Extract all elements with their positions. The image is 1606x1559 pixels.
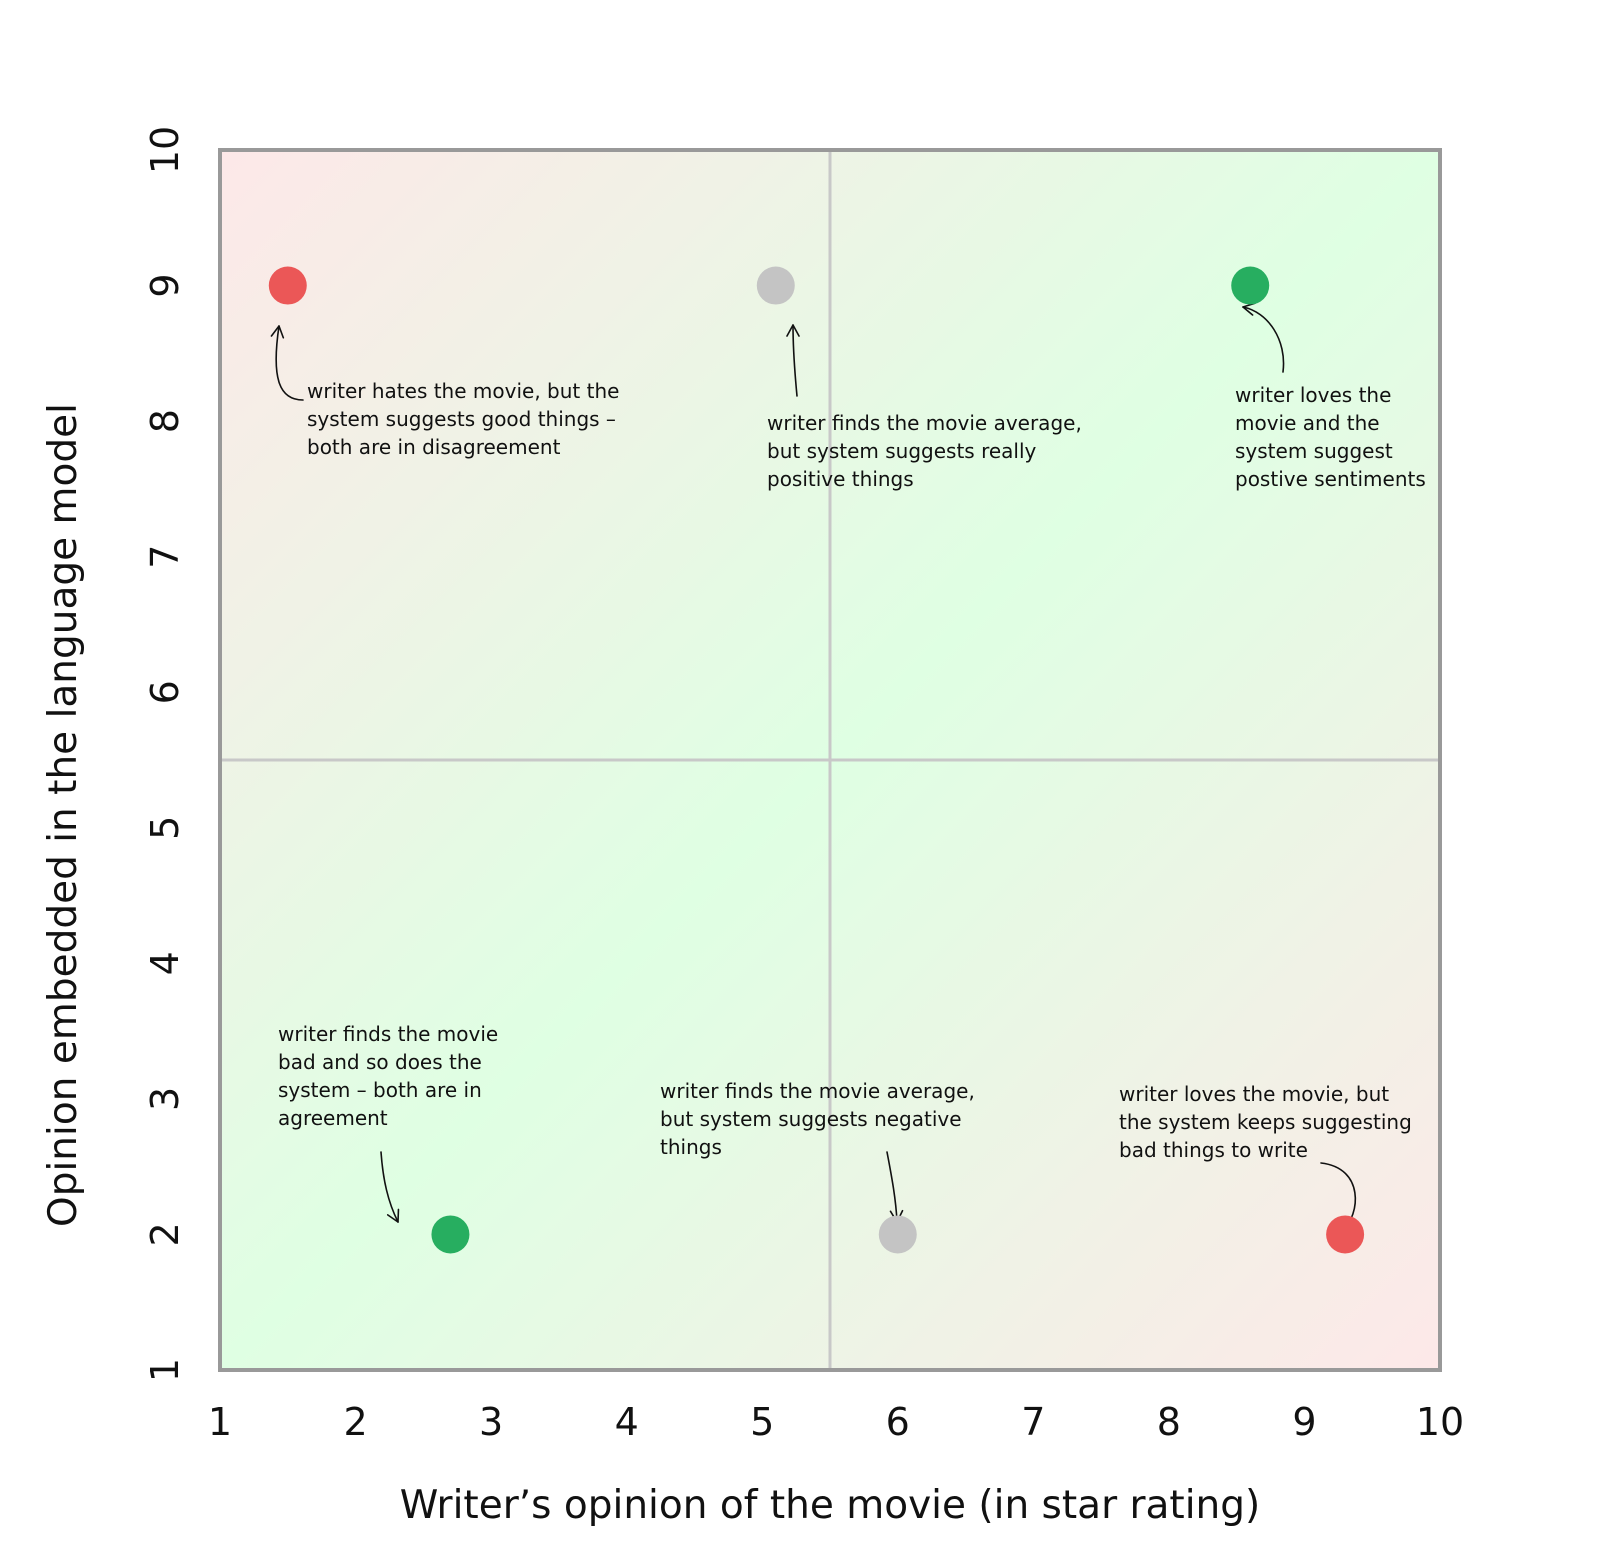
annotation-line: writer finds the movie xyxy=(278,1022,498,1046)
y-tick-label: 2 xyxy=(143,1222,187,1246)
x-tick-label: 6 xyxy=(886,1400,910,1444)
x-axis-ticks: 1 2 3 4 5 6 7 8 9 10 xyxy=(208,1400,1464,1444)
annotation-line: bad and so does the xyxy=(278,1050,482,1074)
arrow-top-left xyxy=(270,325,304,401)
data-point xyxy=(431,1215,470,1254)
annotation-note: writer hates the movie, but the system su… xyxy=(307,379,619,459)
x-tick-label: 5 xyxy=(750,1400,774,1444)
y-tick-label: 10 xyxy=(143,126,187,174)
plot-area xyxy=(218,148,1442,1372)
x-tick-label: 2 xyxy=(343,1400,367,1444)
plot-frame xyxy=(218,148,1442,1372)
annotation-line: both are in disagreement xyxy=(307,435,561,459)
data-point xyxy=(878,1215,917,1254)
annotation-line: writer finds the movie average, xyxy=(767,411,1082,435)
data-point xyxy=(1231,266,1270,305)
annotation-line: movie and the xyxy=(1235,411,1380,435)
y-tick-label: 3 xyxy=(143,1087,187,1111)
annotation-note: writer finds the movie average, but syste… xyxy=(660,1079,975,1159)
annotation-line: system – both are in xyxy=(278,1078,482,1102)
annotation-line: system suggest xyxy=(1235,439,1393,463)
annotation-line: agreement xyxy=(278,1106,388,1130)
x-axis-title: Writer’s opinion of the movie (in star r… xyxy=(400,1483,1261,1528)
arrow-bottom-left xyxy=(380,1151,400,1223)
annotation-line: bad things to write xyxy=(1119,1138,1308,1162)
y-tick-label: 1 xyxy=(143,1358,187,1382)
x-tick-label: 8 xyxy=(1157,1400,1181,1444)
data-point xyxy=(268,266,307,305)
data-point xyxy=(1326,1215,1365,1254)
y-tick-label: 4 xyxy=(143,951,187,975)
x-tick-label: 7 xyxy=(1021,1400,1045,1444)
annotation-line: writer hates the movie, but the xyxy=(307,379,619,403)
annotation-note: writer finds the movie bad and so does th… xyxy=(278,1022,498,1130)
annotation-line: the system keeps suggesting xyxy=(1119,1110,1412,1134)
annotation-line: system suggests good things – xyxy=(307,407,616,431)
annotation-line: writer loves the xyxy=(1235,383,1391,407)
annotation-line: writer finds the movie average, xyxy=(660,1079,975,1103)
arrow-top-middle xyxy=(786,324,800,397)
x-tick-label: 1 xyxy=(208,1400,232,1444)
annotation-line: writer loves the movie, but xyxy=(1119,1082,1389,1106)
y-axis-ticks: 1 2 3 4 5 6 7 8 9 10 xyxy=(143,126,187,1382)
data-points xyxy=(268,266,1365,1254)
y-tick-label: 6 xyxy=(143,680,187,704)
y-tick-label: 7 xyxy=(143,545,187,569)
annotation-line: positive things xyxy=(767,467,914,491)
data-point xyxy=(756,266,795,305)
x-tick-label: 9 xyxy=(1292,1400,1316,1444)
y-tick-label: 9 xyxy=(143,273,187,297)
annotation-note: writer loves the movie and the system sugg… xyxy=(1235,383,1426,491)
annotation-line: but system suggests really xyxy=(767,439,1037,463)
annotation-note: writer loves the movie, but the system ke… xyxy=(1119,1082,1412,1162)
y-axis-title: Opinion embedded in the language model xyxy=(41,403,86,1227)
annotation-line: postive sentiments xyxy=(1235,467,1426,491)
arrow-top-right xyxy=(1242,302,1285,373)
y-tick-label: 8 xyxy=(143,409,187,433)
annotation-note: writer finds the movie average, but syste… xyxy=(767,411,1082,491)
x-tick-label: 10 xyxy=(1416,1400,1464,1444)
annotations: writer hates the movie, but the system su… xyxy=(278,379,1426,1162)
x-tick-label: 4 xyxy=(615,1400,639,1444)
annotation-line: things xyxy=(660,1135,722,1159)
annotation-line: but system suggests negative xyxy=(660,1107,962,1131)
y-tick-label: 5 xyxy=(143,816,187,840)
x-tick-label: 3 xyxy=(479,1400,503,1444)
